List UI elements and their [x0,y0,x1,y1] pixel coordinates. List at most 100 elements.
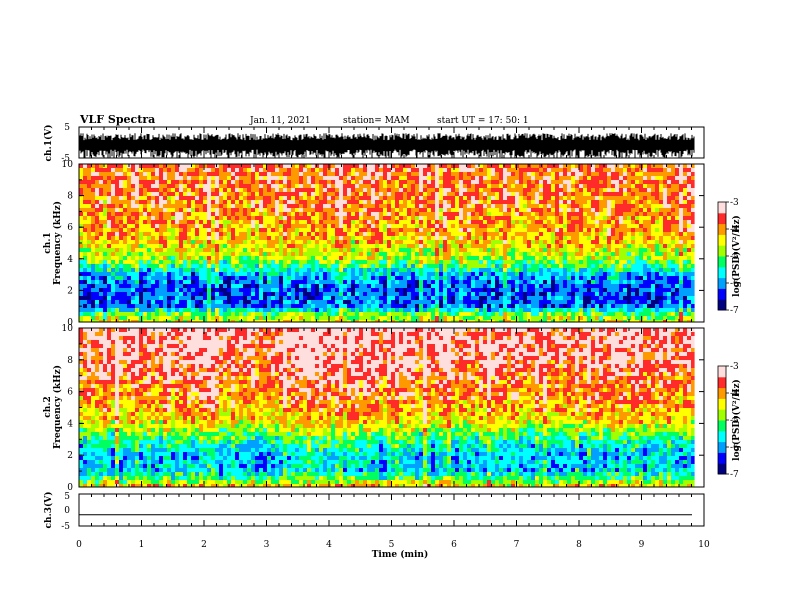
spectrogram-cell [243,212,247,216]
spectrogram-cell [255,292,259,296]
spectrogram-cell [111,304,115,308]
spectrogram-cell [159,284,163,288]
spectrogram-cell [451,168,455,172]
spectrogram-cell [315,180,319,184]
spectrogram-cell [131,312,135,316]
spectrogram-cell [235,192,239,196]
spectrogram-cell [307,224,311,228]
spectrogram-cell [91,248,95,252]
spectrogram-cell [355,188,359,192]
spectrogram-cell [571,312,575,316]
spectrogram-cell [491,264,495,268]
spectrogram-cell [439,252,443,256]
spectrogram-cell [519,220,523,224]
spectrogram-cell [511,212,515,216]
spectrogram-cell [235,256,239,260]
spectrogram-cell [507,188,511,192]
start-time-label: start UT = 17: 50: 1 [437,116,529,126]
spectrogram-cell [491,164,495,168]
spectrogram-cell [151,232,155,236]
spectrogram-cell [411,276,415,280]
spectrogram-cell [355,248,359,252]
spectrogram-cell [179,264,183,268]
spectrogram-cell [359,276,363,280]
spectrogram-cell [271,204,275,208]
spectrogram-cell [531,212,535,216]
spectrogram-cell [151,316,155,320]
spectrogram-cell [263,216,267,220]
spectrogram-cell [271,196,275,200]
spectrogram-cell [399,236,403,240]
spectrogram-cell [559,268,563,272]
spectrogram-cell [183,228,187,232]
spectrogram-cell [447,212,451,216]
spectrogram-cell [239,200,243,204]
spectrogram-cell [487,192,491,196]
spectrogram-cell [115,304,119,308]
spectrogram-cell [231,184,235,188]
spectrogram-cell [219,172,223,176]
spectrogram-cell [511,256,515,260]
spectrogram-cell [423,172,427,176]
spectrogram-cell [279,192,283,196]
spectrogram-cell [415,200,419,204]
spectrogram-cell [567,296,571,300]
spectrogram-cell [363,216,367,220]
spectrogram-cell [175,248,179,252]
spectrogram-cell [447,284,451,288]
spectrogram-cell [563,204,567,208]
spectrogram-cell [515,280,519,284]
spectrogram-cell [239,204,243,208]
spectrogram-cell [239,300,243,304]
spectrogram-cell [455,216,459,220]
spectrogram-cell [207,316,211,320]
spectrogram-cell [119,236,123,240]
spectrogram-cell [219,228,223,232]
spectrogram-cell [155,204,159,208]
spectrogram-cell [355,172,359,176]
spectrogram-cell [151,264,155,268]
spectrogram-cell [435,260,439,264]
spectrogram-cell [335,212,339,216]
spectrogram-cell [543,216,547,220]
spectrogram-cell [539,240,543,244]
spectrogram-cell [339,204,343,208]
spectrogram-cell [439,248,443,252]
spectrogram-cell [275,196,279,200]
spectrogram-cell [463,300,467,304]
spectrogram-cell [107,296,111,300]
spectrogram-cell [247,224,251,228]
spectrogram-cell [255,192,259,196]
spectrogram-cell [239,256,243,260]
spectrogram-cell [475,312,479,316]
spectrogram-cell [315,200,319,204]
spectrogram-cell [543,172,547,176]
spectrogram-cell [199,280,203,284]
spectrogram-cell [519,212,523,216]
spectrogram-cell [495,268,499,272]
spectrogram-cell [571,208,575,212]
spectrogram-cell [155,220,159,224]
spectrogram-cell [159,292,163,296]
spectrogram-cell [395,200,399,204]
spectrogram-cell [451,320,455,322]
spectrogram-cell [483,284,487,288]
spectrogram-cell [127,184,131,188]
spectrogram-cell [443,236,447,240]
spectrogram-cell [211,288,215,292]
spectrogram-cell [147,212,151,216]
spectrogram-cell [271,220,275,224]
spectrogram-cell [423,248,427,252]
spectrogram-cell [351,252,355,256]
spectrogram-cell [303,312,307,316]
spectrogram-cell [183,200,187,204]
spectrogram-cell [531,248,535,252]
spectrogram-cell [423,296,427,300]
spectrogram-cell [435,188,439,192]
spectrogram-cell [87,264,91,268]
spectrogram-cell [511,224,515,228]
spectrogram-cell [319,232,323,236]
spectrogram-cell [455,288,459,292]
spectrogram-cell [179,176,183,180]
spectrogram-cell [351,304,355,308]
